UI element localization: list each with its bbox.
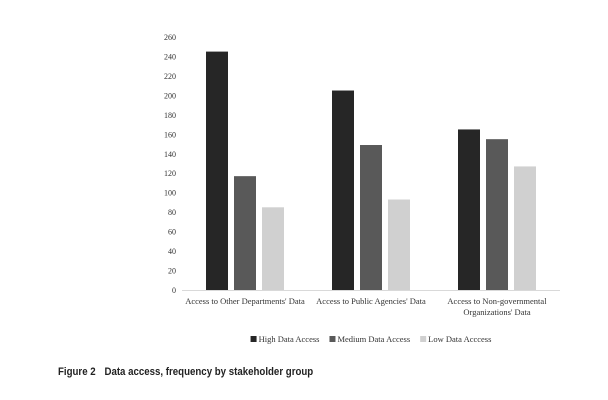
- y-tick-label: 100: [164, 189, 176, 198]
- legend-item: High Data Access: [250, 334, 320, 344]
- y-tick-label: 200: [164, 91, 176, 100]
- x-category-label: Access to Other Departments' Data: [185, 296, 305, 306]
- y-tick-label: 160: [164, 130, 176, 139]
- y-tick-label: 0: [172, 286, 176, 295]
- y-tick-label: 180: [164, 111, 176, 120]
- bar-low-data-acccess-3: [514, 166, 536, 290]
- y-tick-label: 20: [168, 267, 176, 276]
- x-category-label-line: Access to Non-governmental: [447, 296, 547, 306]
- legend-swatch: [420, 336, 427, 342]
- bar-high-data-access-1: [206, 51, 228, 290]
- y-axis: 0 20 40 60 80 100 120 140 160 180 200 220 240 260: [164, 33, 176, 295]
- figure-caption-text: Data access, frequency by stakeholder gr…: [104, 366, 314, 378]
- bar-low-data-acccess-2: [388, 199, 410, 290]
- y-tick-label: 140: [164, 150, 176, 159]
- bar-medium-data-access-1: [234, 176, 256, 290]
- bar-high-data-access-3: [458, 129, 480, 290]
- y-tick-label: 260: [164, 33, 176, 42]
- x-category-label-line: Organizations' Data: [463, 307, 530, 317]
- y-tick-label: 120: [164, 169, 176, 178]
- legend-label: Medium Data Access: [337, 334, 410, 344]
- bar-chart: 0 20 40 60 80 100 120 140 160 180 200 220 240 260 Acc…: [164, 33, 560, 344]
- y-tick-label: 80: [168, 208, 176, 217]
- legend-swatch: [329, 336, 336, 342]
- y-tick-label: 220: [164, 72, 176, 81]
- x-category-label: Access to Public Agencies' Data: [316, 296, 426, 306]
- x-category-label-line: Access to Other Departments' Data: [185, 296, 305, 306]
- figure-number: Figure 2: [58, 366, 96, 378]
- bar-high-data-access-2: [332, 90, 354, 291]
- x-category-label-line: Access to Public Agencies' Data: [316, 296, 426, 306]
- x-category-label: Access to Non-governmental Organizations'…: [447, 296, 547, 317]
- legend-item: Low Data Acccess: [420, 334, 491, 344]
- legend: High Data Access Medium Data Access Low Da…: [250, 334, 491, 344]
- y-tick-label: 60: [168, 228, 176, 237]
- y-tick-label: 240: [164, 52, 176, 61]
- legend-item: Medium Data Access: [329, 334, 410, 344]
- legend-swatch: [250, 336, 257, 342]
- bar-medium-data-access-2: [360, 145, 382, 290]
- y-tick-label: 40: [168, 247, 176, 256]
- legend-label: Low Data Acccess: [428, 334, 491, 344]
- bars: [206, 51, 536, 291]
- x-axis: Access to Other Departments' Data Access …: [182, 290, 560, 317]
- legend-label: High Data Access: [259, 334, 320, 344]
- bar-medium-data-access-3: [486, 139, 508, 290]
- bar-low-data-acccess-1: [262, 207, 284, 290]
- figure-caption: Figure 2 Data access, frequency by stakeh…: [58, 366, 313, 378]
